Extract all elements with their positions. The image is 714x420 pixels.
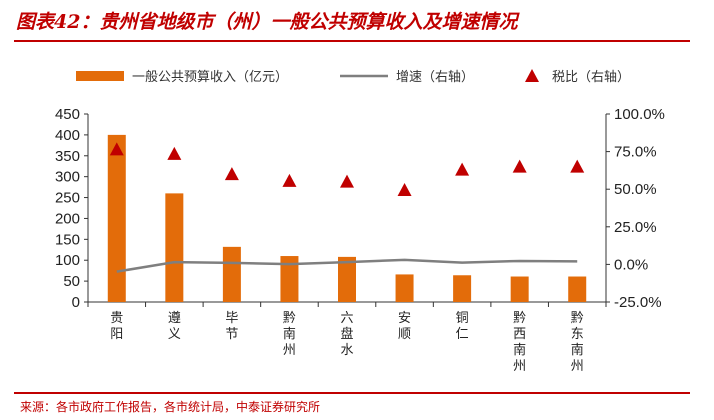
bar bbox=[568, 276, 587, 302]
right-tick-label: 25.0% bbox=[614, 219, 657, 236]
bar bbox=[395, 274, 414, 302]
growth-line bbox=[116, 258, 578, 273]
tax-ratio-marker bbox=[224, 167, 239, 181]
right-tick-label: 0.0% bbox=[614, 256, 648, 273]
title-divider bbox=[14, 40, 690, 42]
category-label: 黔东南州 bbox=[571, 311, 584, 374]
category-label: 贵阳 bbox=[110, 311, 123, 342]
legend-bar-label: 一般公共预算收入（亿元） bbox=[132, 69, 288, 85]
right-tick-label: 75.0% bbox=[614, 144, 657, 161]
left-tick-label: 450 bbox=[55, 106, 80, 123]
left-tick-label: 100 bbox=[55, 252, 80, 269]
tax-ratio-marker bbox=[282, 173, 297, 187]
bar bbox=[165, 193, 184, 302]
chart-canvas: 一般公共预算收入（亿元） 增速（右轴） 税比（右轴） 0 50 100 150 200 250… bbox=[55, 69, 665, 374]
bar bbox=[280, 256, 299, 302]
category-label: 六盘水 bbox=[340, 311, 353, 358]
category-label: 黔西南州 bbox=[513, 311, 526, 374]
category-label: 黔南州 bbox=[283, 311, 296, 358]
bar bbox=[107, 134, 126, 302]
left-tick-label: 50 bbox=[63, 273, 80, 290]
tax-ratio-marker bbox=[167, 146, 182, 160]
left-tick-label: 300 bbox=[55, 169, 80, 186]
tax-ratio-marker bbox=[455, 162, 470, 176]
right-tick-label: -25.0% bbox=[614, 294, 662, 311]
bar-series bbox=[107, 134, 587, 302]
left-tick-label: 400 bbox=[55, 127, 80, 144]
tax-ratio-marker bbox=[570, 159, 585, 173]
bar bbox=[338, 256, 356, 302]
bar bbox=[510, 276, 529, 302]
legend-bar-swatch bbox=[76, 71, 124, 81]
category-label: 安顺 bbox=[398, 311, 411, 342]
category-labels: 贵阳 遵义 毕节 黔南州 六盘水 安顺 铜仁 黔西南州 黔东南州 bbox=[110, 310, 583, 374]
legend-line-label: 增速（右轴） bbox=[396, 70, 474, 85]
bar bbox=[453, 275, 472, 302]
tax-ratio-series bbox=[109, 142, 585, 196]
tax-ratio-marker bbox=[109, 142, 124, 156]
category-label: 毕节 bbox=[225, 311, 238, 342]
legend: 一般公共预算收入（亿元） 增速（右轴） 税比（右轴） bbox=[76, 69, 630, 85]
footer-divider bbox=[14, 392, 690, 394]
left-tick-label: 350 bbox=[55, 148, 80, 165]
left-tick-label: 0 bbox=[72, 294, 80, 311]
source-note: 来源：各市政府工作报告，各市统计局，中泰证券研究所 bbox=[20, 400, 321, 414]
growth-line-series bbox=[116, 258, 578, 273]
right-tick-label: 100.0% bbox=[614, 106, 665, 123]
category-label: 铜仁 bbox=[456, 311, 469, 342]
tax-ratio-marker bbox=[340, 174, 354, 188]
category-label: 遵义 bbox=[168, 310, 181, 342]
tax-ratio-marker bbox=[397, 182, 412, 196]
tax-ratio-marker bbox=[512, 159, 527, 173]
bar bbox=[222, 246, 241, 302]
right-tick-label: 50.0% bbox=[614, 181, 657, 198]
chart-title: 图表42：贵州省地级市（州）一般公共预算收入及增速情况 bbox=[16, 11, 518, 33]
legend-marker-label: 税比（右轴） bbox=[552, 70, 630, 85]
left-tick-label: 200 bbox=[55, 210, 80, 227]
left-tick-label: 150 bbox=[55, 231, 80, 248]
legend-marker-swatch bbox=[525, 69, 539, 82]
left-tick-label: 250 bbox=[55, 190, 80, 207]
